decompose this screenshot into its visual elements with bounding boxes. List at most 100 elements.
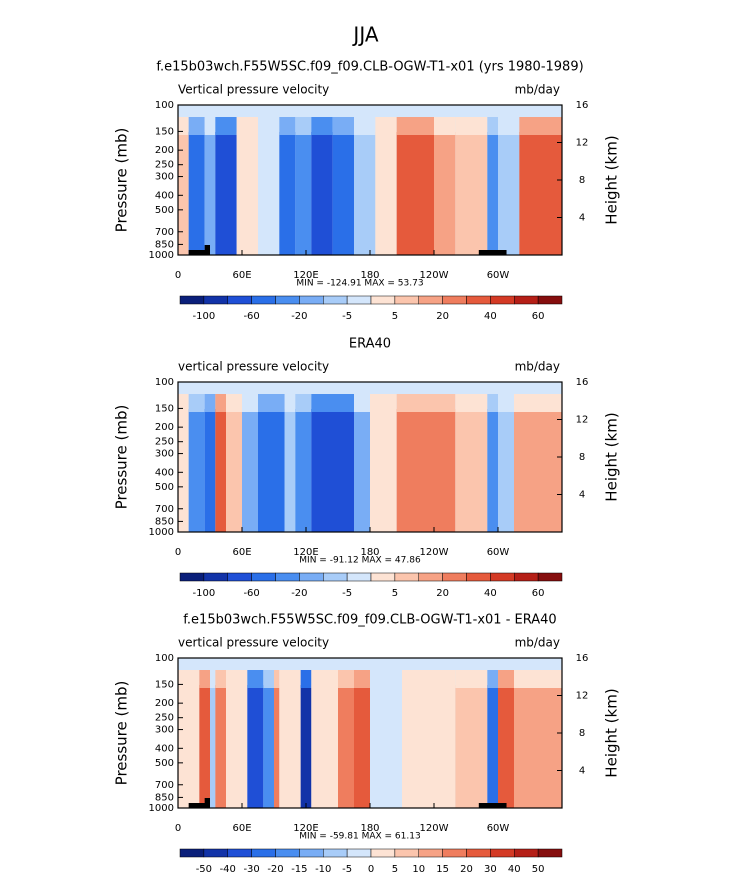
colorbar-box [203, 848, 228, 858]
x-tick-label: 120E [293, 270, 318, 281]
y-tick-label: 150 [155, 679, 174, 690]
field-band-upper [487, 670, 498, 688]
colorbar-box [370, 848, 396, 858]
left-label: vertical pressure velocity [178, 636, 329, 650]
x-tick-label: 60E [232, 270, 251, 281]
panel: f.e15b03wch.F55W5SC.f09_f09.CLB-OGW-T1-x… [113, 60, 621, 323]
land [188, 250, 210, 255]
field-band [338, 685, 354, 808]
field-band-upper [279, 670, 301, 688]
y-tick-label: 850 [155, 239, 174, 250]
land [188, 803, 210, 808]
field-band [487, 409, 498, 532]
field-band [178, 685, 200, 808]
field-band [396, 409, 456, 532]
colorbar-box [179, 848, 205, 858]
colorbar-label: 5 [392, 588, 398, 599]
colorbar-label: 10 [412, 864, 425, 872]
y-tick-label: 100 [155, 100, 174, 111]
panel-title: ERA40 [349, 337, 391, 352]
field-band-upper [354, 394, 370, 412]
colorbar-box [394, 848, 419, 858]
y2-tick-label: 4 [579, 213, 585, 224]
field-band [300, 685, 312, 808]
y-tick-label: 300 [155, 449, 174, 460]
field-band-upper [354, 670, 370, 688]
y-tick-label: 150 [155, 126, 174, 137]
colorbar-label: 40 [508, 864, 521, 872]
field-band [204, 132, 216, 255]
field-band [332, 132, 354, 255]
colorbar-label: 20 [460, 864, 473, 872]
field-band [311, 132, 333, 255]
colorbar-box [203, 572, 228, 582]
field-band [204, 409, 216, 532]
land [478, 803, 507, 808]
field-band-upper [396, 117, 434, 135]
field-band-upper [188, 394, 205, 412]
colorbar-box [275, 295, 300, 305]
field-band [210, 685, 216, 808]
colorbar-box [346, 572, 372, 582]
colorbar-label: 5 [392, 864, 398, 872]
x-tick-label: 120E [293, 547, 318, 558]
field-band [178, 132, 189, 255]
field-band [498, 409, 514, 532]
y2-tick-label: 4 [579, 490, 585, 501]
colorbar-box [323, 572, 348, 582]
y-tick-label: 400 [155, 467, 174, 478]
colorbar-label: -100 [193, 588, 216, 599]
field-band-upper [204, 394, 216, 412]
colorbar-box [203, 295, 228, 305]
colorbar-label: -20 [267, 864, 283, 872]
field-band [311, 685, 338, 808]
colorbar-box [490, 848, 515, 858]
field-band-upper [338, 670, 354, 688]
field-band [519, 132, 562, 255]
field-band [215, 409, 226, 532]
field-band-upper [402, 670, 456, 688]
field-band-upper [178, 394, 189, 412]
field-band-upper [258, 394, 285, 412]
colorbar-box [179, 572, 205, 582]
y-tick-label: 250 [155, 713, 174, 724]
field-band [279, 685, 301, 808]
field-band [434, 132, 456, 255]
y-tick-label: 850 [155, 792, 174, 803]
field-band-upper [370, 394, 397, 412]
field-band [226, 685, 248, 808]
y-tick-label: 200 [155, 698, 174, 709]
y-tick-label: 250 [155, 160, 174, 171]
field-band-upper [455, 394, 488, 412]
x-tick-label: 180 [360, 823, 379, 834]
right-label: mb/day [515, 83, 560, 97]
y-tick-label: 150 [155, 403, 174, 414]
y2-tick-label: 4 [579, 766, 585, 777]
y-axis-label: Pressure (mb) [113, 405, 131, 510]
x-tick-label: 120W [420, 823, 449, 834]
x-tick-label: 60W [487, 823, 510, 834]
x-tick-label: 60W [487, 547, 510, 558]
y-tick-label: 700 [155, 780, 174, 791]
y2-tick-label: 8 [579, 728, 585, 739]
colorbar-label: 40 [484, 588, 497, 599]
field-band-upper [247, 670, 264, 688]
y-tick-label: 100 [155, 377, 174, 388]
colorbar-box [251, 295, 276, 305]
y-tick-label: 500 [155, 482, 174, 493]
field-band-upper [487, 394, 498, 412]
field-band-upper [514, 394, 562, 412]
colorbar-label: -100 [193, 311, 216, 322]
y-tick-label: 1000 [149, 250, 174, 261]
field-band-upper [210, 670, 216, 688]
field-band-upper [215, 394, 226, 412]
colorbar-box [323, 295, 348, 305]
y-tick-label: 200 [155, 422, 174, 433]
colorbar-box [490, 295, 515, 305]
y-tick-label: 200 [155, 145, 174, 156]
colorbar-box [442, 572, 467, 582]
colorbar-label: -50 [196, 864, 212, 872]
field-band-upper [498, 670, 514, 688]
colorbar-label: 5 [392, 311, 398, 322]
colorbar-label: 40 [484, 311, 497, 322]
